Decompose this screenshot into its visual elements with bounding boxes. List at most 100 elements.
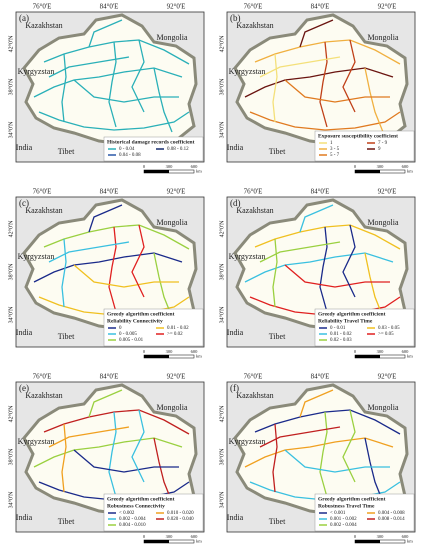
road	[319, 411, 328, 498]
longitude-label: 84°0'E	[100, 373, 119, 381]
legend-title: Greedy algorithm coefficient	[107, 496, 175, 502]
country-label: Mongolia	[156, 218, 188, 227]
legend-item: 9	[378, 147, 381, 152]
road	[153, 437, 173, 503]
latitude-label: 42°0'N	[7, 220, 14, 237]
road	[38, 111, 190, 131]
longitude-label: 76°0'E	[33, 188, 52, 196]
longitude-label: 76°0'E	[244, 3, 263, 11]
road	[131, 224, 145, 298]
scale-label: 300	[377, 349, 385, 354]
legend-item: 0.020 - 0.040	[167, 517, 194, 522]
road	[48, 56, 130, 78]
road	[342, 39, 356, 113]
country-label: Kyrgyzstan	[18, 437, 55, 446]
road	[131, 409, 145, 483]
road	[364, 437, 384, 503]
legend-item: 0.02 - 0.03	[330, 338, 352, 343]
legend-title: Historical damage records coefficient	[107, 139, 195, 145]
panel-label: (e)	[19, 383, 29, 393]
country-label: Tibet	[269, 517, 286, 526]
country-label: Tibet	[269, 332, 286, 341]
longitude-label: 76°0'E	[244, 188, 263, 196]
legend-item: 3 - 5	[330, 147, 340, 152]
map-panel: 76°0'E 84°0'E 92°0'E 42°0'N 38°0'N 34°0'N Kaza…	[7, 188, 205, 359]
scale-label: 0	[143, 534, 146, 539]
road	[73, 79, 179, 103]
scale-bar-fill	[144, 355, 169, 358]
scale-label: 300	[166, 349, 174, 354]
scale-bar-fill	[144, 170, 169, 173]
scale-unit: km	[196, 539, 202, 544]
legend-item: 0 - 0.01	[330, 326, 346, 331]
legend-title: Robustness Connectivity	[107, 503, 165, 509]
legend-item: < 0.001	[330, 511, 346, 516]
road	[284, 449, 390, 473]
latitude-label: 34°0'N	[218, 491, 225, 508]
road	[284, 79, 390, 103]
longitude-label: 84°0'E	[311, 373, 330, 381]
country-label: Tibet	[58, 147, 75, 156]
scale-bar-fill	[355, 540, 380, 543]
legend-item: 0 - 0.04	[119, 147, 135, 152]
road	[61, 238, 67, 308]
legend-item: 0 - 0.005	[119, 332, 137, 337]
country-label: Kazakhstan	[25, 206, 62, 215]
legend-title: Exposure susceptibility coefficient	[318, 133, 398, 139]
legend-box	[103, 493, 204, 532]
country-label: India	[227, 328, 244, 337]
scale-label: 300	[377, 534, 385, 539]
latitude-label: 42°0'N	[218, 35, 225, 52]
road	[61, 423, 67, 493]
latitude-label: 34°0'N	[218, 121, 225, 138]
road	[299, 204, 334, 233]
latitude-label: 38°0'N	[7, 263, 14, 280]
legend-box	[314, 493, 415, 532]
road	[73, 264, 179, 288]
road	[108, 41, 117, 128]
country-label: India	[16, 328, 33, 337]
scale-label: 300	[166, 534, 174, 539]
latitude-label: 38°0'N	[7, 448, 14, 465]
latitude-label: 34°0'N	[218, 306, 225, 323]
legend-item: 1	[330, 141, 333, 146]
road	[108, 226, 117, 313]
map-panel: 76°0'E 84°0'E 92°0'E 42°0'N 38°0'N 34°0'N Kaza…	[218, 188, 416, 359]
longitude-label: 92°0'E	[167, 188, 186, 196]
latitude-label: 34°0'N	[7, 121, 14, 138]
scale-label: 600	[402, 164, 410, 169]
road	[342, 224, 356, 298]
map-panel: 76°0'E 84°0'E 92°0'E 42°0'N 38°0'N 34°0'N Kaza…	[218, 373, 416, 544]
country-label: Kazakhstan	[236, 391, 273, 400]
road	[88, 389, 123, 418]
road	[48, 426, 130, 448]
country-label: Kazakhstan	[25, 391, 62, 400]
latitude-label: 34°0'N	[7, 306, 14, 323]
scale-unit: km	[196, 169, 202, 174]
map-panel: 76°0'E 84°0'E 92°0'E 42°0'N 38°0'N 34°0'N Kaza…	[7, 3, 205, 174]
road	[153, 67, 173, 133]
road	[299, 389, 334, 418]
legend-item: 0.03 - 0.05	[378, 326, 400, 331]
panel-label: (d)	[230, 198, 241, 208]
legend-item: 0.01 - 0.02	[167, 326, 189, 331]
longitude-label: 92°0'E	[378, 373, 397, 381]
country-label: Kazakhstan	[25, 21, 62, 30]
latitude-label: 38°0'N	[218, 448, 225, 465]
road	[88, 204, 123, 233]
road	[319, 226, 328, 313]
legend-item: < 0.002	[119, 511, 135, 516]
scale-label: 600	[191, 534, 199, 539]
latitude-label: 38°0'N	[7, 78, 14, 95]
legend-item: 0.08 - 0.12	[167, 147, 189, 152]
country-label: India	[16, 513, 33, 522]
longitude-label: 84°0'E	[311, 3, 330, 11]
country-label: Mongolia	[156, 403, 188, 412]
road	[272, 238, 278, 308]
scale-label: 0	[143, 164, 146, 169]
road	[108, 411, 117, 498]
legend-item: 0.01 - 0.02	[330, 332, 352, 337]
road	[272, 423, 278, 493]
country-label: Mongolia	[156, 33, 188, 42]
road	[259, 56, 341, 78]
